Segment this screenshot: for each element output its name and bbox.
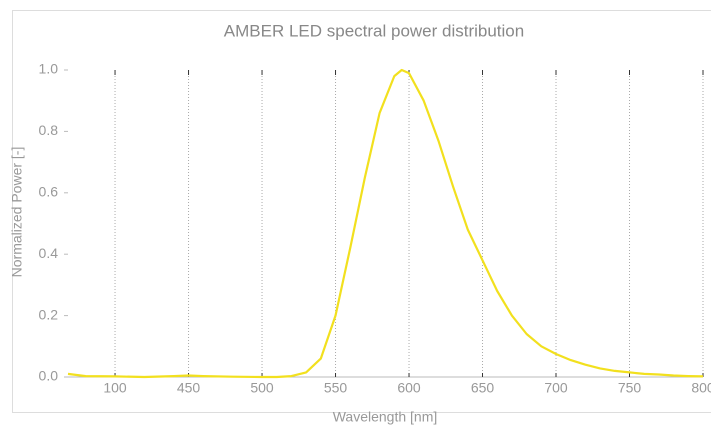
x-tick-label: 600 <box>397 380 421 396</box>
x-axis-label: Wavelength [nm] <box>333 409 438 425</box>
x-tick-label: 450 <box>177 380 201 396</box>
y-tick-label: 0.2 <box>39 306 59 322</box>
y-tick-label: 0.6 <box>39 184 59 200</box>
x-tick-label: 700 <box>544 380 568 396</box>
data-line <box>67 68 704 379</box>
chart-title: AMBER LED spectral power distribution <box>224 21 524 40</box>
y-tick-label: 1.0 <box>39 61 59 77</box>
y-tick-label: 0.0 <box>39 368 59 384</box>
y-axis-label: Normalized Power [-] <box>9 147 25 278</box>
chart-frame <box>12 10 711 413</box>
y-tick-label: 0.4 <box>39 245 59 261</box>
x-tick-label: 100 <box>103 380 127 396</box>
x-tick-label: 500 <box>250 380 274 396</box>
y-tick-label: 0.8 <box>39 122 59 138</box>
x-tick-label: 650 <box>471 380 495 396</box>
x-tick-label: 550 <box>324 380 348 396</box>
x-tick-label: 750 <box>618 380 642 396</box>
x-tick-label: 800 <box>691 380 711 396</box>
